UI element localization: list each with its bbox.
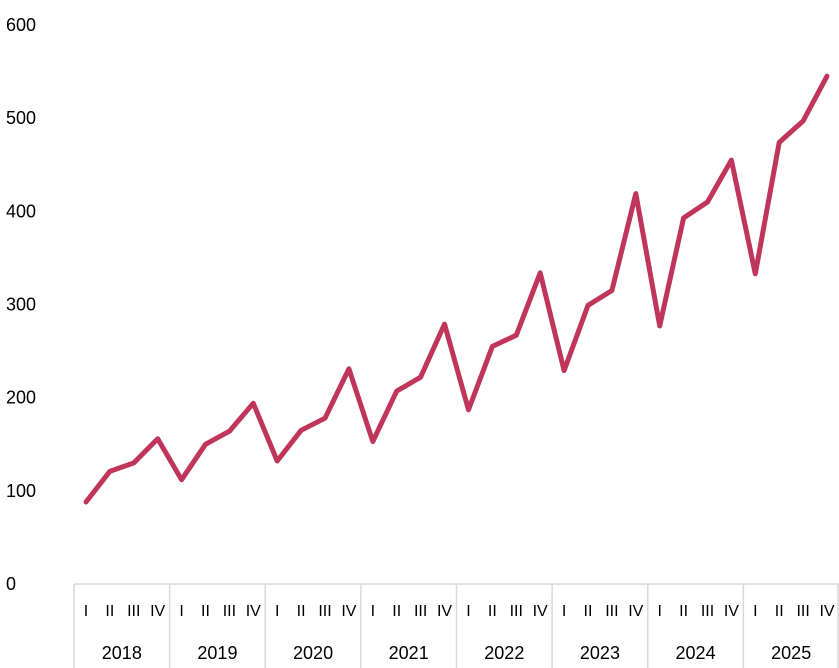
quarter-tick-label: IV [246, 603, 261, 620]
quarter-tick-label: III [510, 603, 523, 620]
quarter-tick-label: III [605, 603, 618, 620]
data-point [394, 389, 399, 394]
data-point [346, 366, 351, 371]
data-point [633, 191, 638, 196]
quarter-tick-label: II [297, 603, 306, 620]
data-point [753, 271, 758, 276]
data-point [490, 344, 495, 349]
y-tick-label: 400 [6, 201, 36, 221]
quarter-tick-label: III [318, 603, 331, 620]
quarter-tick-label: III [796, 603, 809, 620]
data-point [801, 118, 806, 123]
series-line [83, 73, 830, 505]
y-tick-label: 0 [6, 574, 16, 594]
year-tick-label: 2020 [293, 643, 333, 663]
data-point [418, 375, 423, 380]
data-point [107, 469, 112, 474]
data-point [131, 460, 136, 465]
data-point [825, 74, 830, 79]
year-tick-label: 2024 [676, 643, 716, 663]
year-tick-label: 2023 [580, 643, 620, 663]
quarter-tick-label: IV [533, 603, 548, 620]
data-point [179, 477, 184, 482]
year-tick-label: 2022 [484, 643, 524, 663]
year-tick-label: 2019 [197, 643, 237, 663]
quarter-tick-label: II [392, 603, 401, 620]
quarter-tick-label: II [775, 603, 784, 620]
data-point [538, 270, 543, 275]
quarter-tick-label: IV [437, 603, 452, 620]
quarter-tick-label: II [201, 603, 210, 620]
quarter-tick-label: IV [819, 603, 834, 620]
quarter-tick-label: IV [724, 603, 739, 620]
x-axis: I II III IV I II III IV I II III IV I II III IV I II III IV… [73, 583, 839, 668]
year-tick-label: 2018 [102, 643, 142, 663]
quarter-tick-label: III [223, 603, 236, 620]
year-tick-label: 2025 [771, 643, 811, 663]
quarter-tick-label: I [179, 603, 183, 620]
data-point [777, 140, 782, 145]
data-point [729, 158, 734, 163]
quarter-tick-label: II [584, 603, 593, 620]
quarter-tick-label: I [371, 603, 375, 620]
y-tick-label: 600 [6, 15, 36, 35]
quarter-tick-label: I [275, 603, 279, 620]
quarter-tick-label: III [414, 603, 427, 620]
plot-area [83, 73, 830, 505]
y-tick-label: 200 [6, 388, 36, 408]
data-point [585, 303, 590, 308]
data-point [681, 215, 686, 220]
quarter-tick-label: IV [341, 603, 356, 620]
data-point [83, 500, 88, 505]
quarter-tick-label: I [562, 603, 566, 620]
year-tick-label: 2021 [389, 643, 429, 663]
data-point [705, 200, 710, 205]
quarter-tick-label: II [488, 603, 497, 620]
quarter-tick-label: I [466, 603, 470, 620]
data-point [227, 429, 232, 434]
data-point [442, 322, 447, 327]
quarter-tick-label: I [657, 603, 661, 620]
y-tick-label: 500 [6, 108, 36, 128]
data-point [370, 439, 375, 444]
data-point [299, 428, 304, 433]
data-point [155, 436, 160, 441]
data-point [275, 459, 280, 464]
data-point [203, 442, 208, 447]
quarter-tick-label: II [679, 603, 688, 620]
quarter-tick-label: III [127, 603, 140, 620]
data-point [657, 323, 662, 328]
quarter-tick-label: IV [628, 603, 643, 620]
data-point [514, 333, 519, 338]
data-point [466, 407, 471, 412]
data-point [562, 368, 567, 373]
quarter-tick-label: IV [150, 603, 165, 620]
quarter-tick-label: I [753, 603, 757, 620]
data-point [251, 401, 256, 406]
quarter-tick-label: III [701, 603, 714, 620]
y-axis: 0 100 200 300 400 500 600 [6, 15, 36, 594]
quarter-tick-label: I [84, 603, 88, 620]
y-tick-label: 100 [6, 481, 36, 501]
y-tick-label: 300 [6, 295, 36, 315]
data-point [609, 288, 614, 293]
quarter-tick-label: II [105, 603, 114, 620]
data-point [323, 416, 328, 421]
